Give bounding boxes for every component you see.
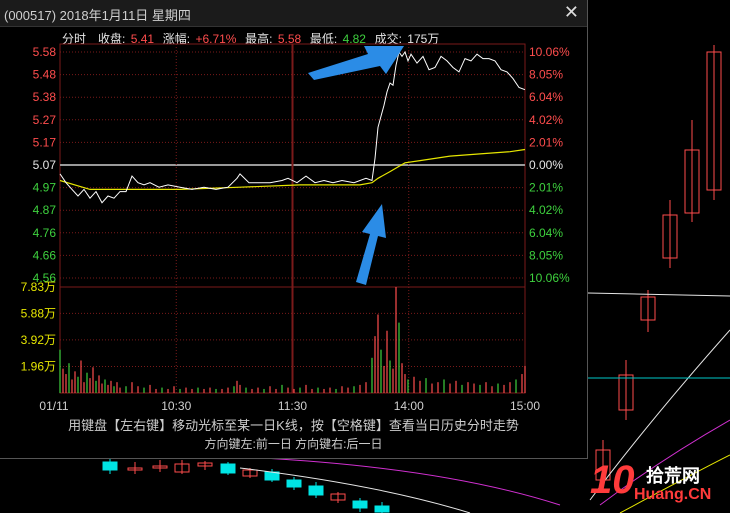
bg-candle-body-4	[197, 462, 213, 467]
pct-tick-label-0: 10.06%	[529, 45, 570, 59]
x-tick-label-2: 11:30	[278, 399, 307, 413]
bg-candle-body-0	[102, 461, 118, 471]
intraday-popup-window: (000517) 2018年1月11日 星期四 ✕ 分时 收盘: 5.41 涨幅…	[0, 0, 588, 459]
x-tick-label-3: 14:00	[394, 399, 424, 413]
price-tick-label-3: 5.27	[33, 113, 57, 127]
pct-tick-label-2: 6.04%	[529, 90, 563, 104]
low-value: 4.82	[342, 32, 366, 46]
pct-tick-label-10: 10.06%	[529, 271, 570, 285]
price-tick-label-4: 5.17	[33, 135, 57, 149]
bg-candle-body-14	[618, 374, 634, 411]
mode-label: 分时	[62, 32, 87, 46]
price-line	[59, 50, 526, 204]
bg-candle-body-5	[220, 463, 236, 474]
price-tick-label-10: 4.56	[33, 271, 57, 285]
close-label: 收盘:	[98, 32, 126, 46]
change-label: 涨幅:	[162, 32, 191, 46]
watermark-number: 10	[590, 458, 635, 502]
site-watermark-logo: 10 拾荒网 Huang.CN	[590, 458, 726, 510]
volume-tick-label-3: 1.96万	[21, 359, 56, 373]
bg-candle-body-3	[174, 463, 190, 473]
price-tick-label-5: 5.07	[33, 158, 57, 172]
volume-tick-label-1: 5.88万	[21, 306, 56, 320]
bg-candle-body-11	[352, 500, 368, 509]
bg-candle-body-15	[640, 296, 656, 321]
high-label: 最高:	[245, 32, 273, 46]
hint-line-2: 方向键左:前一日 方向键右:后一日	[204, 437, 383, 451]
arrow-to-high	[308, 46, 404, 80]
watermark-domain: Huang.CN	[634, 486, 712, 503]
price-tick-label-2: 5.38	[33, 90, 57, 104]
bg-ma-line-3	[589, 329, 730, 501]
volume-tick-label-2: 3.92万	[21, 333, 56, 347]
price-tick-label-0: 5.58	[33, 45, 57, 59]
bg-candle-body-2	[152, 465, 168, 469]
hint-line-1: 用键盘【左右键】移动光标至某一日K线，按【空格键】查看当日历史分时走势	[68, 418, 519, 433]
bg-candle-body-13	[595, 449, 611, 481]
title-bar: (000517) 2018年1月11日 星期四 ✕	[0, 0, 587, 27]
bg-ma-line-1	[239, 467, 471, 513]
price-tick-label-8: 4.76	[33, 226, 57, 240]
bg-candle-body-10	[330, 493, 346, 501]
intraday-chart: 5.58 10.06% 5.48 8.05% 5.38 6.04% 5.27 4.02% 5.1…	[21, 43, 570, 413]
watermark-site-name: 拾荒网	[646, 466, 700, 486]
pct-tick-label-7: 4.02%	[529, 203, 563, 217]
close-value: 5.41	[130, 32, 155, 46]
bg-ma-line-6	[587, 292, 730, 297]
price-tick-label-6: 4.97	[33, 181, 57, 195]
bg-ma-line-5	[619, 454, 730, 513]
bg-candle-body-18	[706, 51, 722, 191]
bg-candle-body-6	[242, 469, 258, 477]
bg-candle-body-1	[127, 467, 143, 471]
volume-value: 175万	[407, 32, 440, 46]
x-tick-label-4: 15:00	[510, 399, 540, 413]
bg-ma-line-2	[179, 454, 561, 506]
pct-tick-label-1: 8.05%	[529, 68, 563, 82]
price-tick-label-7: 4.87	[33, 203, 57, 217]
low-label: 最低:	[309, 32, 338, 46]
price-tick-label-9: 4.66	[33, 248, 57, 262]
pct-tick-label-3: 4.02%	[529, 113, 563, 127]
quote-info-row: 分时 收盘: 5.41 涨幅: +6.71% 最高: 5.58 最低: 4.82…	[62, 30, 441, 47]
volume-tick-label-0: 7.83万	[21, 280, 56, 294]
change-value: +6.71%	[195, 32, 237, 46]
pct-tick-label-9: 8.05%	[529, 248, 563, 262]
average-price-line	[59, 148, 526, 190]
bg-candle-body-12	[374, 505, 390, 513]
pct-tick-label-8: 6.04%	[529, 226, 563, 240]
close-icon[interactable]: ✕	[563, 2, 579, 22]
x-tick-label-0: 01/11	[39, 399, 68, 413]
bg-candle-body-17	[684, 149, 700, 214]
x-tick-label-1: 10:30	[161, 399, 191, 413]
bg-candle-body-8	[286, 479, 302, 488]
price-tick-label-1: 5.48	[33, 68, 57, 82]
pct-tick-label-4: 2.01%	[529, 135, 563, 149]
bg-candle-body-16	[662, 214, 678, 259]
bg-candle-body-9	[308, 485, 324, 496]
high-value: 5.58	[277, 32, 302, 46]
arrow-to-breakout	[356, 204, 386, 285]
pct-tick-label-6: 2.01%	[529, 181, 563, 195]
bg-ma-line-4	[599, 419, 730, 506]
pct-tick-label-5: 0.00%	[529, 158, 563, 172]
window-title: (000517) 2018年1月11日 星期四	[4, 8, 191, 23]
volume-label: 成交:	[374, 32, 402, 46]
